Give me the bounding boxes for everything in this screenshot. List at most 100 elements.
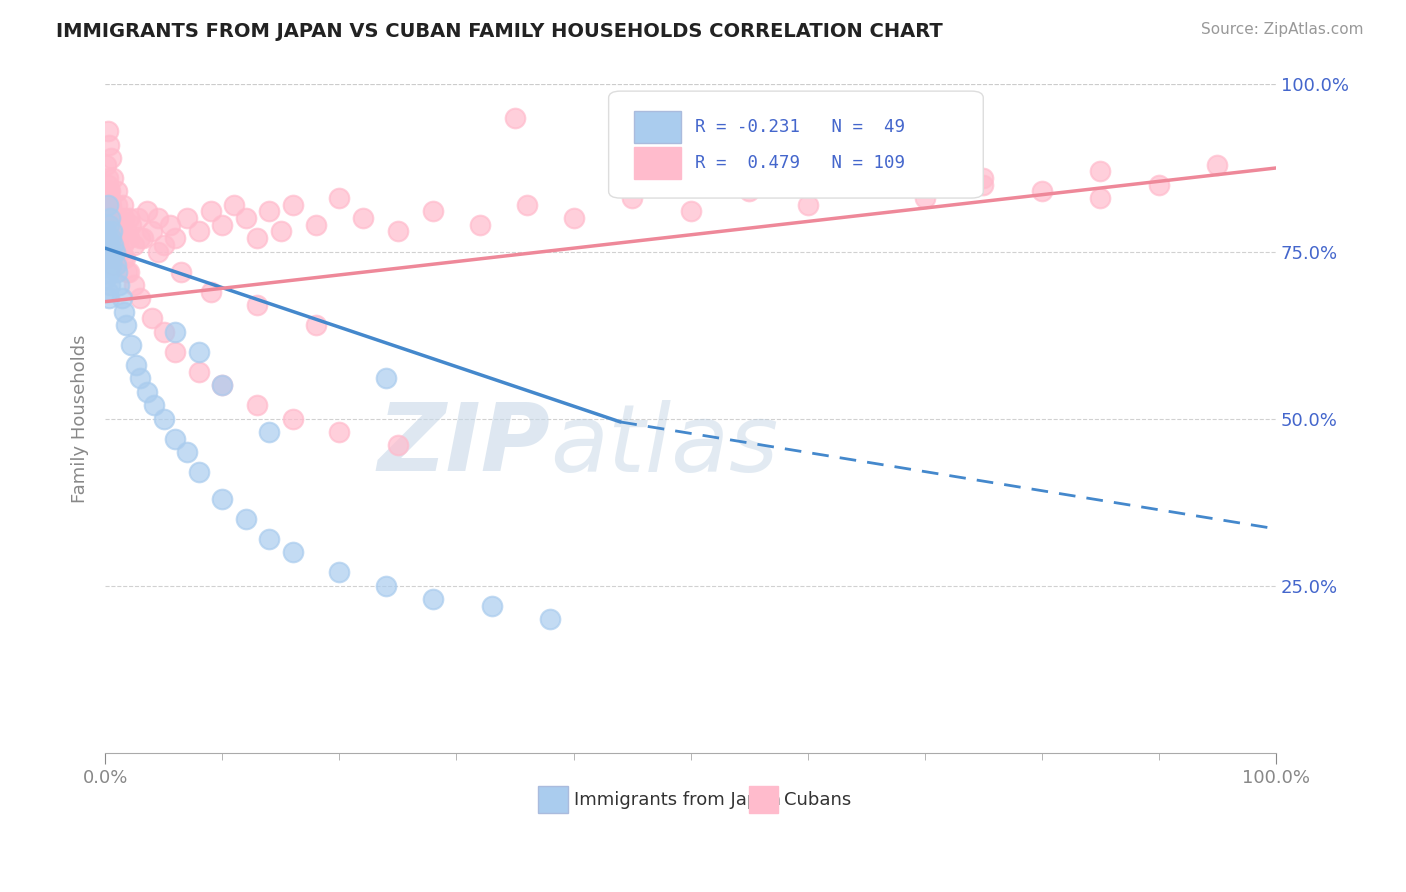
Point	[1031, 185, 1053, 199]
Point	[96, 198, 118, 212]
Point	[98, 237, 121, 252]
Point	[100, 211, 122, 226]
Point	[152, 411, 174, 425]
Point	[117, 264, 139, 278]
Point	[100, 151, 122, 165]
Point	[104, 258, 127, 272]
Point	[246, 398, 269, 412]
Point	[97, 185, 120, 199]
Point	[538, 612, 561, 626]
Point	[111, 251, 134, 265]
Text: R =  0.479   N = 109: R = 0.479 N = 109	[696, 154, 905, 172]
Point	[211, 378, 233, 392]
Point	[914, 191, 936, 205]
Point	[387, 438, 409, 452]
Point	[101, 224, 124, 238]
Point	[98, 211, 121, 226]
Point	[115, 318, 138, 332]
Point	[152, 325, 174, 339]
Point	[101, 251, 124, 265]
Point	[481, 599, 503, 613]
Point	[110, 244, 132, 259]
Point	[305, 318, 328, 332]
Point	[96, 124, 118, 138]
Point	[103, 224, 125, 238]
Point	[129, 291, 152, 305]
Point	[222, 198, 245, 212]
Point	[246, 231, 269, 245]
FancyBboxPatch shape	[609, 91, 983, 198]
Point	[165, 325, 187, 339]
Point	[105, 198, 128, 212]
Point	[96, 211, 118, 226]
Point	[1090, 164, 1112, 178]
Point	[97, 137, 120, 152]
Point	[124, 277, 146, 292]
Point	[127, 211, 149, 226]
Point	[96, 171, 118, 186]
Point	[111, 198, 134, 212]
Point	[111, 237, 134, 252]
Point	[129, 231, 152, 245]
Point	[187, 465, 209, 479]
Point	[679, 204, 702, 219]
Point	[96, 271, 118, 285]
Point	[141, 311, 163, 326]
Point	[112, 211, 135, 226]
Point	[96, 198, 118, 212]
Point	[165, 344, 187, 359]
Point	[141, 224, 163, 238]
Point	[211, 378, 233, 392]
Point	[120, 338, 142, 352]
Point	[855, 178, 877, 192]
Point	[103, 251, 125, 265]
Point	[100, 231, 122, 245]
Point	[97, 237, 120, 252]
Point	[101, 244, 124, 259]
Point	[100, 198, 122, 212]
Bar	[634, 147, 682, 179]
Point	[1147, 178, 1170, 192]
Point	[1090, 191, 1112, 205]
Point	[96, 258, 118, 272]
Point	[104, 224, 127, 238]
Point	[246, 298, 269, 312]
Point	[270, 224, 292, 238]
Point	[96, 231, 118, 245]
Point	[855, 164, 877, 178]
Point	[131, 231, 153, 245]
Point	[187, 365, 209, 379]
Point	[621, 191, 644, 205]
Point	[103, 218, 125, 232]
Point	[143, 398, 166, 412]
Point	[621, 131, 644, 145]
Point	[100, 258, 122, 272]
Point	[422, 204, 444, 219]
Point	[97, 264, 120, 278]
Point	[738, 145, 761, 159]
Point	[235, 211, 257, 226]
Point	[117, 231, 139, 245]
Point	[96, 251, 118, 265]
Point	[387, 224, 409, 238]
Point	[110, 291, 132, 305]
Point	[211, 218, 233, 232]
Point	[105, 237, 128, 252]
Point	[352, 211, 374, 226]
Point	[100, 231, 122, 245]
Text: Cubans: Cubans	[785, 790, 852, 808]
Point	[108, 224, 131, 238]
Point	[1206, 158, 1229, 172]
Point	[101, 204, 124, 219]
Point	[165, 432, 187, 446]
Point	[114, 251, 136, 265]
Point	[108, 277, 131, 292]
Point	[257, 532, 280, 546]
Text: ZIP: ZIP	[377, 400, 550, 491]
Point	[235, 512, 257, 526]
Point	[146, 244, 169, 259]
Y-axis label: Family Households: Family Households	[72, 334, 89, 503]
Point	[97, 218, 120, 232]
Point	[96, 224, 118, 238]
Bar	[634, 112, 682, 144]
